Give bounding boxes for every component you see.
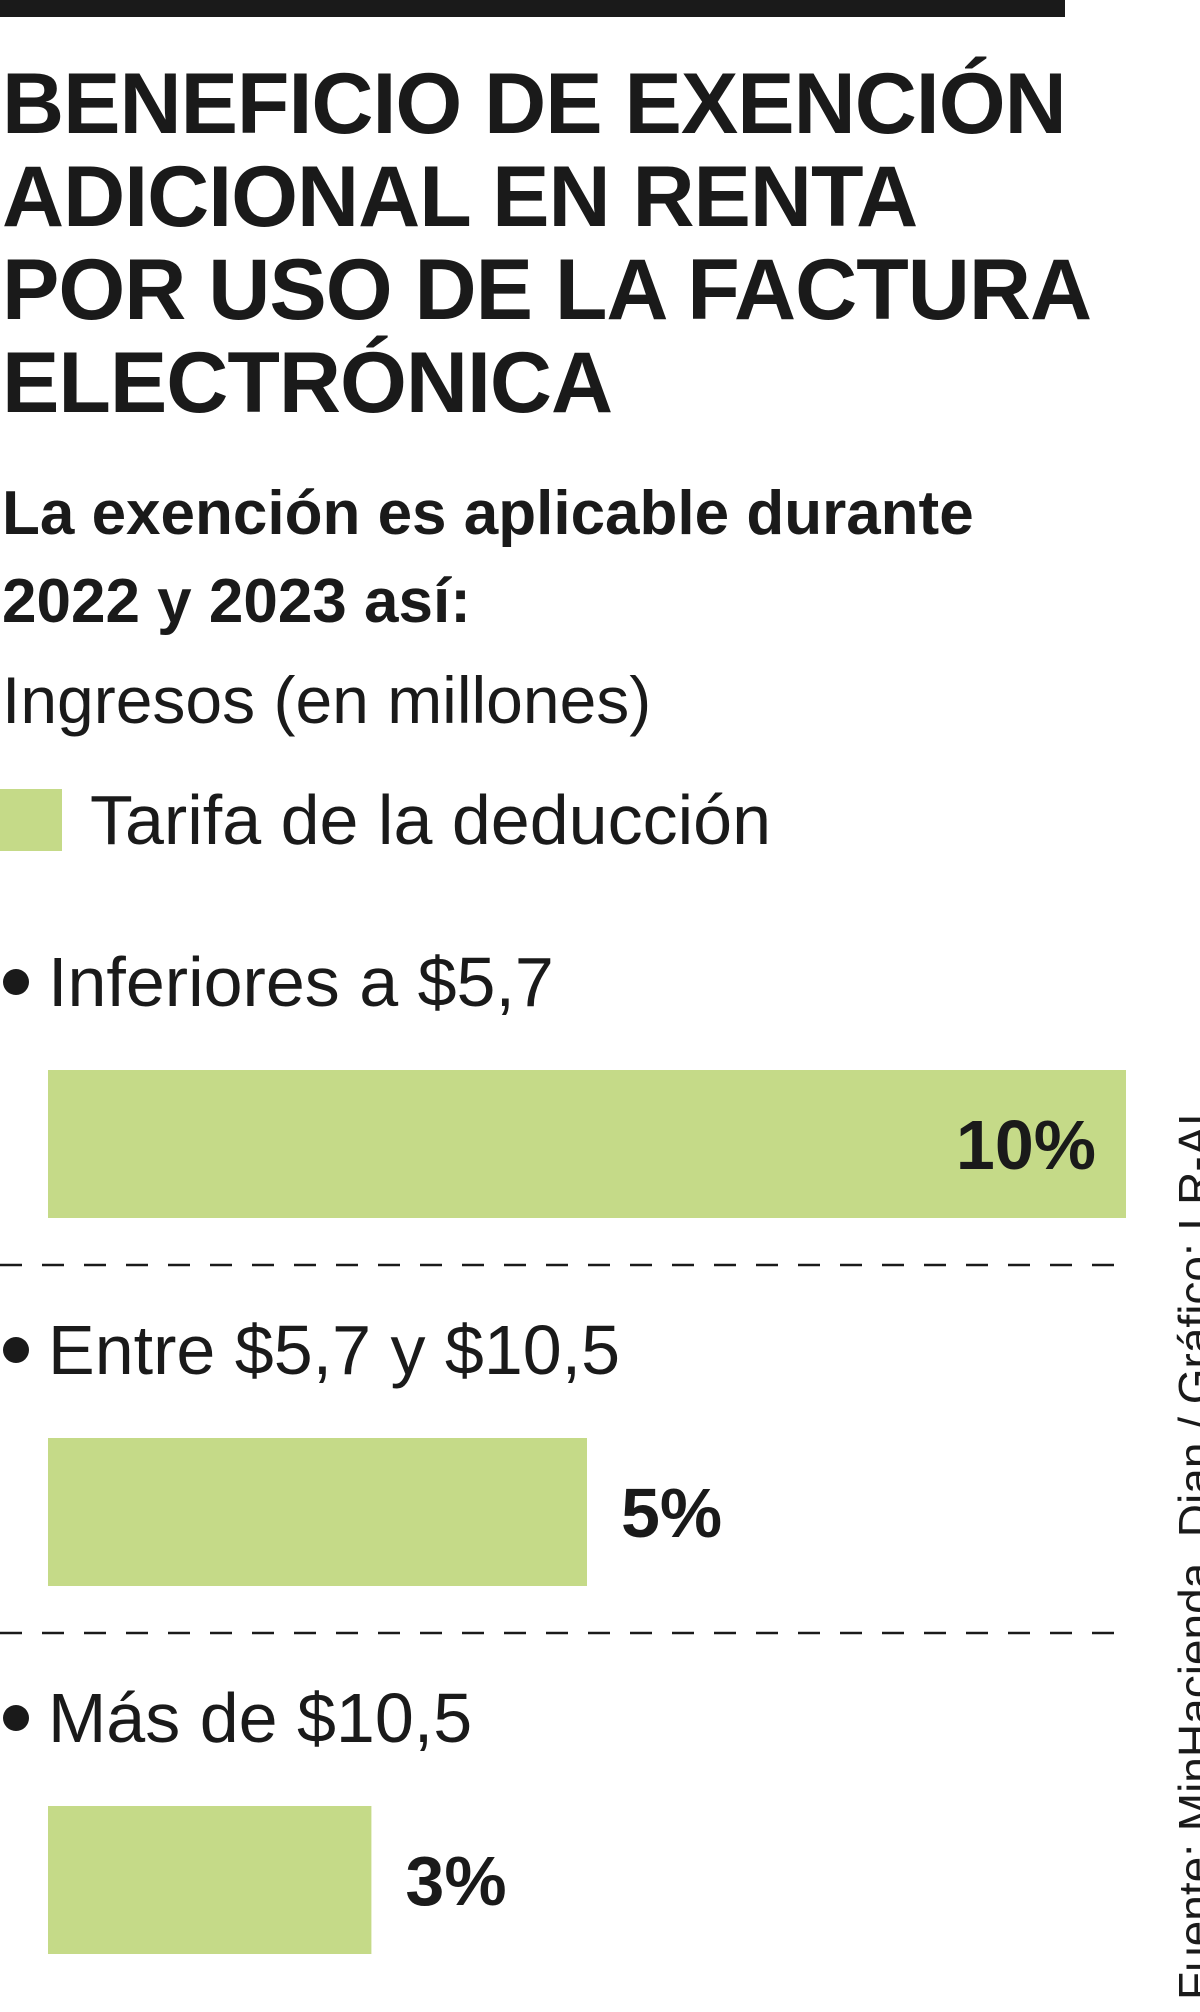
chart-title: BENEFICIO DE EXENCIÓN ADICIONAL EN RENTA… <box>2 56 1089 431</box>
category-label: Inferiores a $5,7 <box>48 943 554 1021</box>
value-label: 3% <box>405 1842 506 1920</box>
category-label: Entre $5,7 y $10,5 <box>48 1311 620 1389</box>
bar <box>48 1438 587 1586</box>
bar <box>48 1070 1126 1218</box>
bar-chart: Inferiores a $5,7 10% Entre $5,7 y $10,5 5%… <box>0 943 1128 1954</box>
bullet-icon <box>3 1337 29 1363</box>
source-credit: Fuente: MinHacienda, Dian / Gráfico: LR-… <box>1169 1100 1200 2000</box>
category-label: Más de $10,5 <box>48 1679 472 1757</box>
units-label: Ingresos (en millones) <box>2 663 652 737</box>
chart-subtitle: La exención es aplicable durante 2022 y … <box>2 479 974 636</box>
legend-swatch <box>0 789 62 851</box>
legend: Tarifa de la deducción <box>0 780 771 860</box>
bullet-icon <box>3 1705 29 1731</box>
top-rule <box>0 0 1065 17</box>
value-label: 5% <box>621 1474 722 1552</box>
value-label: 10% <box>956 1106 1096 1184</box>
legend-label: Tarifa de la deducción <box>90 781 771 859</box>
bar <box>48 1806 372 1954</box>
bullet-icon <box>3 969 29 995</box>
